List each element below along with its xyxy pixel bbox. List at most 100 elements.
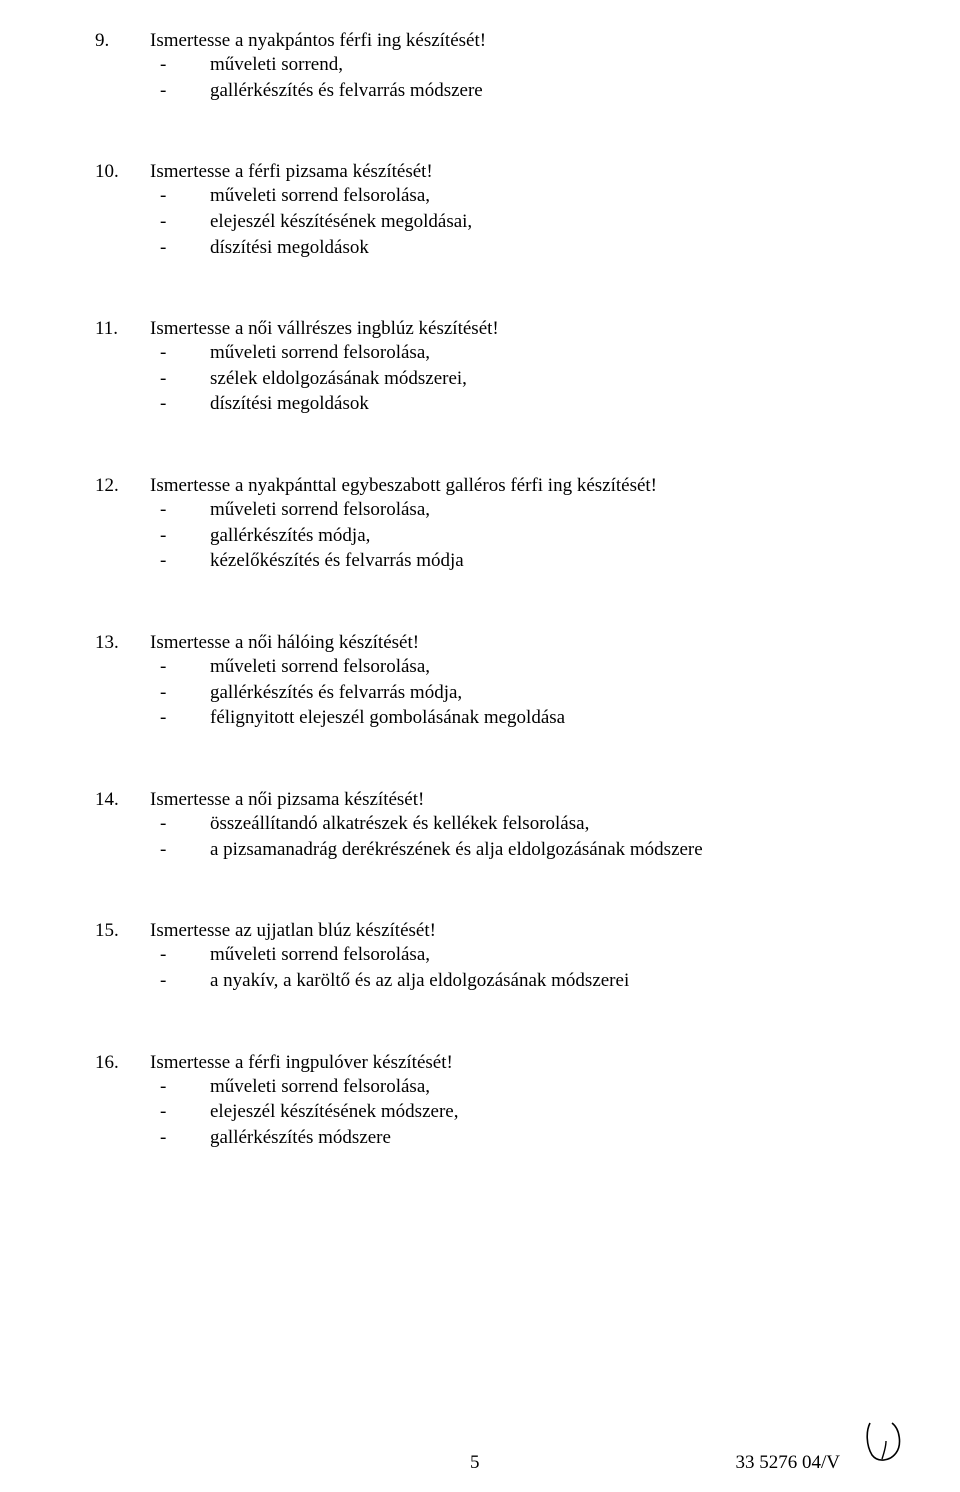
list-item: 11. Ismertesse a női vállrészes ingblúz … [95,318,865,417]
dash-icon: - [150,183,210,209]
item-title: Ismertesse a férfi pizsama készítését! [150,161,433,183]
item-title: Ismertesse a nyakpántos férfi ing készít… [150,30,486,52]
item-header: 16. Ismertesse a férfi ingpulóver készít… [95,1052,865,1074]
sub-text: elejeszél készítésének megoldásai, [210,209,472,235]
sub-text: díszítési megoldások [210,391,369,417]
item-number: 13. [95,632,150,654]
item-number: 15. [95,920,150,942]
sub-text: a nyakív, a karöltő és az alja eldolgozá… [210,968,629,994]
dash-icon: - [150,52,210,78]
dash-icon: - [150,680,210,706]
sub-text: elejeszél készítésének módszere, [210,1099,458,1125]
list-item: 14. Ismertesse a női pizsama készítését!… [95,789,865,862]
dash-icon: - [150,523,210,549]
item-header: 10. Ismertesse a férfi pizsama készítésé… [95,161,865,183]
item-title: Ismertesse a női pizsama készítését! [150,789,424,811]
sub-item: -elejeszél készítésének megoldásai, [150,209,865,235]
sub-text: műveleti sorrend felsorolása, [210,942,430,968]
dash-icon: - [150,78,210,104]
dash-icon: - [150,548,210,574]
sub-item: -műveleti sorrend felsorolása, [150,183,865,209]
sub-text: műveleti sorrend felsorolása, [210,1074,430,1100]
sub-text: félignyitott elejeszél gombolásának mego… [210,705,565,731]
dash-icon: - [150,811,210,837]
sub-item: -műveleti sorrend, [150,52,865,78]
item-title: Ismertesse a férfi ingpulóver készítését… [150,1052,453,1074]
dash-icon: - [150,654,210,680]
item-header: 12. Ismertesse a nyakpánttal egybeszabot… [95,475,865,497]
item-title: Ismertesse az ujjatlan blúz készítését! [150,920,436,942]
sub-item: -műveleti sorrend felsorolása, [150,654,865,680]
sub-item: -félignyitott elejeszél gombolásának meg… [150,705,865,731]
item-title: Ismertesse a nyakpánttal egybeszabott ga… [150,475,657,497]
sub-text: gallérkészítés módszere [210,1125,391,1151]
sub-list: -műveleti sorrend felsorolása, -elejeszé… [150,1074,865,1151]
sub-text: szélek eldolgozásának módszerei, [210,366,467,392]
sub-item: -a pizsamanadrág derékrészének és alja e… [150,837,865,863]
sub-text: kézelőkészítés és felvarrás módja [210,548,464,574]
sub-item: -gallérkészítés és felvarrás módszere [150,78,865,104]
sub-text: gallérkészítés és felvarrás módja, [210,680,462,706]
item-number: 10. [95,161,150,183]
sub-text: összeállítandó alkatrészek és kellékek f… [210,811,589,837]
item-number: 12. [95,475,150,497]
sub-item: -szélek eldolgozásának módszerei, [150,366,865,392]
sub-list: -műveleti sorrend felsorolása, -gallérké… [150,654,865,731]
sub-text: műveleti sorrend felsorolása, [210,340,430,366]
item-header: 14. Ismertesse a női pizsama készítését! [95,789,865,811]
sub-item: -műveleti sorrend felsorolása, [150,340,865,366]
item-number: 16. [95,1052,150,1074]
list-item: 16. Ismertesse a férfi ingpulóver készít… [95,1052,865,1151]
sub-list: -műveleti sorrend felsorolása, -szélek e… [150,340,865,417]
signature-icon [860,1415,912,1470]
sub-list: -műveleti sorrend, -gallérkészítés és fe… [150,52,865,103]
item-number: 14. [95,789,150,811]
sub-text: műveleti sorrend felsorolása, [210,183,430,209]
item-title: Ismertesse a női hálóing készítését! [150,632,419,654]
dash-icon: - [150,366,210,392]
item-number: 11. [95,318,150,340]
item-header: 15. Ismertesse az ujjatlan blúz készítés… [95,920,865,942]
sub-text: műveleti sorrend, [210,52,343,78]
item-number: 9. [95,30,150,52]
dash-icon: - [150,968,210,994]
page-content: 9. Ismertesse a nyakpántos férfi ing kés… [0,0,960,1150]
sub-item: -műveleti sorrend felsorolása, [150,497,865,523]
sub-item: -műveleti sorrend felsorolása, [150,1074,865,1100]
page-number: 5 [470,1452,480,1474]
item-header: 9. Ismertesse a nyakpántos férfi ing kés… [95,30,865,52]
sub-item: -gallérkészítés és felvarrás módja, [150,680,865,706]
dash-icon: - [150,942,210,968]
sub-item: -összeállítandó alkatrészek és kellékek … [150,811,865,837]
sub-item: -díszítési megoldások [150,391,865,417]
dash-icon: - [150,705,210,731]
sub-item: -műveleti sorrend felsorolása, [150,942,865,968]
sub-text: gallérkészítés módja, [210,523,370,549]
sub-list: -műveleti sorrend felsorolása, -gallérké… [150,497,865,574]
sub-text: műveleti sorrend felsorolása, [210,497,430,523]
document-code: 33 5276 04/V [736,1452,841,1474]
item-title: Ismertesse a női vállrészes ingblúz kész… [150,318,499,340]
dash-icon: - [150,1125,210,1151]
dash-icon: - [150,1074,210,1100]
item-header: 11. Ismertesse a női vállrészes ingblúz … [95,318,865,340]
list-item: 9. Ismertesse a nyakpántos férfi ing kés… [95,30,865,103]
sub-list: -műveleti sorrend felsorolása, -a nyakív… [150,942,865,993]
sub-item: -gallérkészítés módja, [150,523,865,549]
dash-icon: - [150,340,210,366]
dash-icon: - [150,235,210,261]
sub-item: -a nyakív, a karöltő és az alja eldolgoz… [150,968,865,994]
dash-icon: - [150,391,210,417]
dash-icon: - [150,209,210,235]
sub-list: -összeállítandó alkatrészek és kellékek … [150,811,865,862]
sub-text: díszítési megoldások [210,235,369,261]
dash-icon: - [150,497,210,523]
sub-item: -gallérkészítés módszere [150,1125,865,1151]
sub-item: -kézelőkészítés és felvarrás módja [150,548,865,574]
list-item: 13. Ismertesse a női hálóing készítését!… [95,632,865,731]
sub-text: műveleti sorrend felsorolása, [210,654,430,680]
dash-icon: - [150,837,210,863]
sub-item: -díszítési megoldások [150,235,865,261]
item-header: 13. Ismertesse a női hálóing készítését! [95,632,865,654]
sub-text: a pizsamanadrág derékrészének és alja el… [210,837,703,863]
